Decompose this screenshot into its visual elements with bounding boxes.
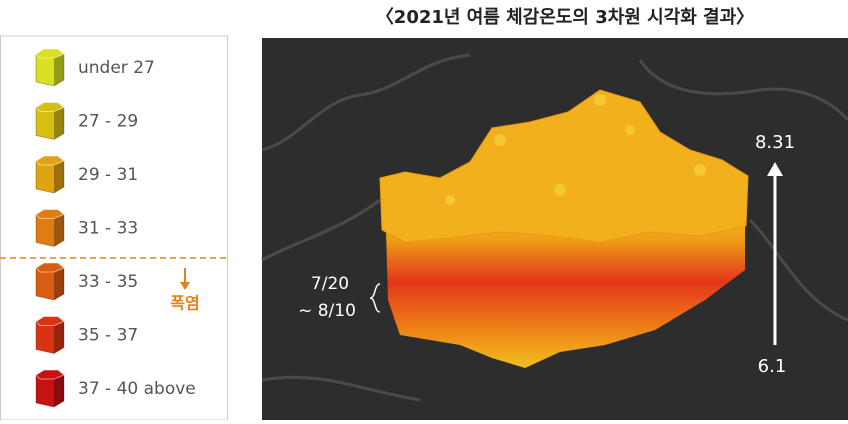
legend: under 27 27 - 29 29 - 31 31 - 33 33 - 35 35 -… xyxy=(35,48,196,408)
legend-icon-top xyxy=(35,369,65,380)
legend-icon-shade xyxy=(54,54,64,86)
legend-icon-top xyxy=(35,209,65,219)
scale-bottom: 6.1 xyxy=(758,356,787,377)
legend-icon-top xyxy=(35,102,65,112)
hex-top xyxy=(379,89,749,243)
legend-icon-shade xyxy=(54,375,64,407)
road xyxy=(638,59,848,122)
title: 〈2021년 여름 체감온도의 3차원 시각화 결과〉 xyxy=(376,7,754,28)
legend-label: 35 - 37 xyxy=(78,326,138,346)
legend-icon-shade xyxy=(54,107,64,140)
date-brace xyxy=(369,283,381,313)
legend-icon-shade xyxy=(54,214,64,247)
heatwave-label: 폭염 xyxy=(170,294,199,313)
heatwave-arrowhead xyxy=(180,282,190,290)
legend-label: 33 - 35 xyxy=(78,272,138,292)
road xyxy=(261,198,381,262)
scale-arrowhead xyxy=(767,162,783,176)
legend-icon-top xyxy=(35,262,65,273)
road xyxy=(261,375,421,402)
legend-icon-top xyxy=(35,316,65,326)
hex-wall xyxy=(385,195,745,368)
roads xyxy=(261,53,848,402)
road xyxy=(748,218,848,322)
legend-icon-top xyxy=(35,48,65,59)
legend-icon-shade xyxy=(54,321,64,354)
legend-icon-shade xyxy=(54,268,64,300)
legend-label: under 27 xyxy=(78,58,155,78)
date-end: ~ 8/10 xyxy=(298,301,356,321)
legend-icon-top xyxy=(35,155,65,166)
legend-icon-shade xyxy=(54,161,64,193)
legend-label: 27 - 29 xyxy=(78,112,138,132)
hex-highlights xyxy=(445,94,706,205)
legend-label: 29 - 31 xyxy=(78,165,138,185)
legend-label: 37 - 40 above xyxy=(78,379,196,399)
date-start: 7/20 xyxy=(311,274,349,294)
scale-top: 8.31 xyxy=(755,132,795,153)
river xyxy=(261,53,471,152)
legend-label: 31 - 33 xyxy=(78,219,138,239)
